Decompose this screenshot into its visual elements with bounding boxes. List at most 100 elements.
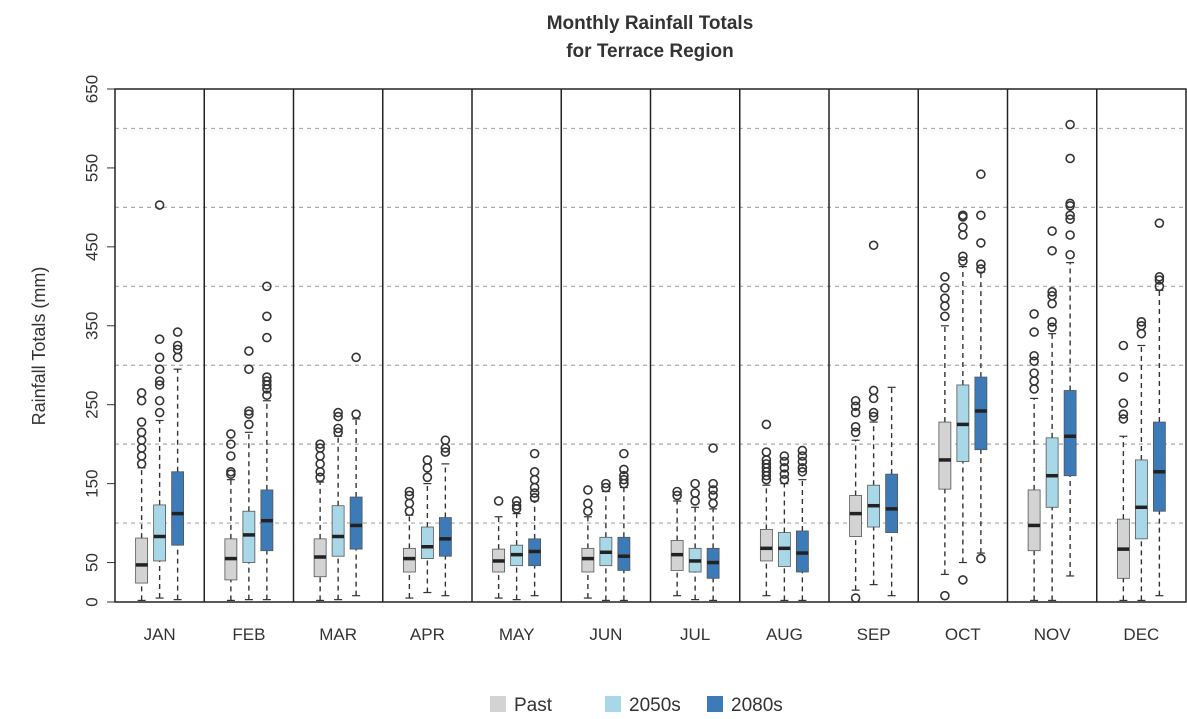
outlier [708,443,718,453]
x-tick-label: JAN [144,625,176,644]
outlier [1029,384,1039,394]
outlier [1029,356,1039,367]
box [938,421,952,490]
outlier [976,264,986,274]
outlier [1065,249,1075,260]
outlier [1136,320,1147,331]
outlier [262,311,272,322]
outlier [154,364,165,374]
outlier [226,429,236,439]
outlier [136,417,147,427]
outlier [940,283,950,293]
outlier [1118,409,1129,419]
outlier [136,388,147,398]
outlier [1118,398,1129,408]
outlier [708,485,718,495]
legend-label: 2080s [731,695,783,714]
y-axis-label: Rainfall Totals (mm) [29,267,49,426]
outlier [511,500,522,511]
outlier [958,256,968,266]
x-tick-label: NOV [1034,625,1072,644]
outlier [1118,372,1129,382]
box [171,471,185,546]
outlier [333,423,343,434]
y-tick-label: 450 [82,233,101,261]
outlier [154,334,165,344]
box [438,517,452,557]
x-tick-label: JUL [680,625,710,644]
outlier [690,488,700,498]
box [1045,437,1059,508]
outlier [868,385,879,396]
y-tick-label: 350 [82,312,101,340]
outlier [262,372,272,382]
outlier [940,311,950,322]
box [242,510,256,563]
outlier [976,169,986,180]
outlier [672,486,682,497]
outlier [850,593,861,603]
outlier [1047,287,1057,297]
outlier [868,240,879,251]
outlier [1029,376,1039,386]
outlier [708,478,718,489]
outlier [1118,340,1129,351]
x-tick-label: JUN [589,625,622,644]
outlier [797,445,808,456]
outlier [226,439,236,449]
outlier [404,506,415,517]
outlier [850,395,861,406]
outlier [708,498,718,509]
outlier [1154,218,1165,228]
outlier [226,451,236,461]
outlier [583,506,593,517]
outlier [976,210,986,221]
outlier [333,411,343,422]
outlier [619,470,629,481]
box [349,496,363,550]
outlier [850,427,861,438]
outlier [315,472,325,483]
outlier [797,463,808,473]
outlier [136,443,147,453]
outlier [351,409,361,419]
outlier [601,482,611,493]
x-tick-label: APR [410,625,445,644]
outlier [619,464,629,475]
outlier [315,439,325,449]
outlier [351,352,361,363]
outlier [511,496,522,506]
outlier [404,490,415,501]
x-tick-label: FEB [232,625,265,644]
outlier [422,472,433,483]
outlier [440,447,451,457]
outlier [619,474,629,485]
outlier [797,456,808,467]
outlier [136,435,147,446]
outlier [333,407,343,418]
outlier [529,448,540,459]
outlier [940,272,950,282]
outlier [1047,317,1057,327]
outlier [690,496,700,506]
x-tick-label: OCT [945,625,981,644]
outlier [529,474,540,485]
outlier [958,251,968,262]
box [1152,421,1166,512]
outlier [850,401,861,412]
outlier [1065,153,1075,164]
y-tick-label: 650 [82,75,101,103]
outlier [333,427,343,438]
outlier [529,482,540,493]
outlier [1118,414,1129,424]
outlier [1065,214,1075,225]
outlier [958,230,968,240]
outlier [601,478,611,489]
box [420,526,434,559]
y-tick-label: 150 [82,469,101,497]
outlier [868,393,879,404]
outlier [154,380,165,390]
outlier [154,352,165,363]
outlier [940,301,950,311]
